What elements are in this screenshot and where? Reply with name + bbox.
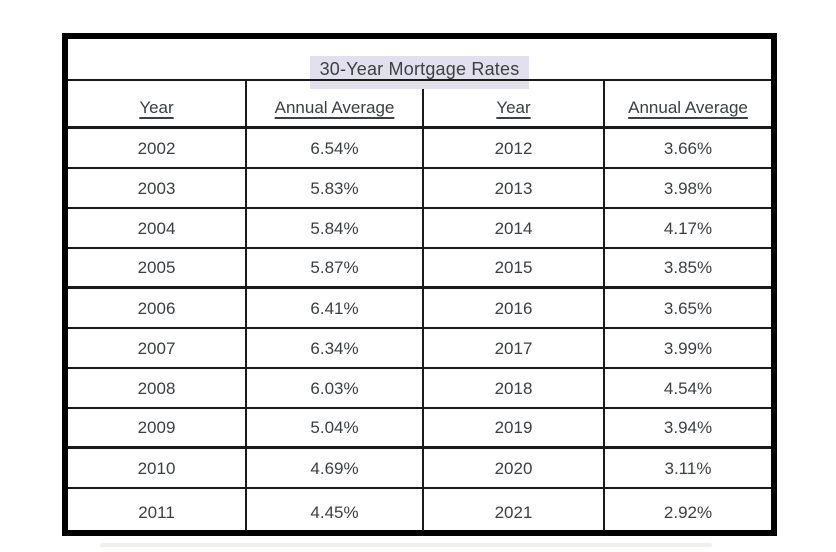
table-cell: 3.11% xyxy=(603,449,771,487)
table-cell: 2002 xyxy=(137,139,176,158)
table-cell: 2016 xyxy=(422,289,603,327)
table-cell: 4.17% xyxy=(603,209,771,247)
table-cell: 6.34% xyxy=(245,329,422,367)
table-cell: 3.85% xyxy=(603,249,771,286)
table-cell: 6.03% xyxy=(245,369,422,407)
table-body: 2002 6.54% 2012 3.66% 2003 5.83% 2013 3.98% 2004… xyxy=(68,129,771,531)
table-cell: 2014 xyxy=(422,209,603,247)
column-header-label: Year xyxy=(496,98,531,117)
table-row: 2006 6.41% 2016 3.65% xyxy=(68,289,771,329)
table-cell: 5.04% xyxy=(245,409,422,446)
table-cell: 2006 xyxy=(137,299,176,318)
partial-element-below-table xyxy=(100,543,712,547)
table-row: 2004 5.84% 2014 4.17% xyxy=(68,209,771,249)
table-cell: 3.65% xyxy=(603,289,771,327)
table-cell: 2009 xyxy=(137,418,176,437)
table-row: 2010 4.69% 2020 3.11% xyxy=(68,449,771,489)
table-cell: 2007 xyxy=(137,339,176,358)
table-cell: 5.87% xyxy=(245,249,422,286)
table-cell: 5.83% xyxy=(245,169,422,207)
mortgage-rates-table: 30-Year Mortgage Rates Year Annual Avera… xyxy=(62,33,777,536)
table-title: 30-Year Mortgage Rates xyxy=(309,56,530,89)
table-cell: 2018 xyxy=(422,369,603,407)
table-cell: 2019 xyxy=(422,409,603,446)
table-row: 2009 5.04% 2019 3.94% xyxy=(68,409,771,449)
table-cell: 2021 xyxy=(422,489,603,531)
table-cell: 3.66% xyxy=(603,129,771,167)
table-cell: 4.54% xyxy=(603,369,771,407)
table-cell: 5.84% xyxy=(245,209,422,247)
table-cell: 4.45% xyxy=(245,489,422,531)
table-row: 2002 6.54% 2012 3.66% xyxy=(68,129,771,169)
column-header-average-left: Annual Average xyxy=(245,81,422,126)
column-header-label: Annual Average xyxy=(274,98,395,117)
table-row: 2011 4.45% 2021 2.92% xyxy=(68,489,771,531)
table-cell: 2.92% xyxy=(603,489,771,531)
table-row: 2003 5.83% 2013 3.98% xyxy=(68,169,771,209)
table-cell: 2008 xyxy=(137,379,176,398)
table-cell: 2003 xyxy=(137,179,176,198)
column-header-label: Year xyxy=(139,98,174,117)
table-cell: 2010 xyxy=(137,459,176,478)
table-cell: 2013 xyxy=(422,169,603,207)
table-cell: 6.41% xyxy=(245,289,422,327)
table-cell: 2004 xyxy=(137,219,176,238)
table-cell: 2015 xyxy=(422,249,603,286)
table-row: 2005 5.87% 2015 3.85% xyxy=(68,249,771,289)
table-row: 2008 6.03% 2018 4.54% xyxy=(68,369,771,409)
table-cell: 2011 xyxy=(138,503,175,522)
table-cell: 3.98% xyxy=(603,169,771,207)
table-title-row: 30-Year Mortgage Rates xyxy=(68,39,771,89)
column-header-year-right: Year xyxy=(422,81,603,126)
table-row: 2007 6.34% 2017 3.99% xyxy=(68,329,771,369)
table-cell: 3.99% xyxy=(603,329,771,367)
table-cell: 2005 xyxy=(137,258,176,277)
table-cell: 6.54% xyxy=(245,129,422,167)
column-header-average-right: Annual Average xyxy=(603,81,771,126)
table-cell: 3.94% xyxy=(603,409,771,446)
column-header-label: Annual Average xyxy=(628,98,748,117)
table-cell: 4.69% xyxy=(245,449,422,487)
table-cell: 2017 xyxy=(422,329,603,367)
table-header-row: Year Annual Average Year Annual Average xyxy=(68,81,771,129)
table-cell: 2020 xyxy=(422,449,603,487)
column-header-year-left: Year xyxy=(68,81,245,126)
table-cell: 2012 xyxy=(422,129,603,167)
